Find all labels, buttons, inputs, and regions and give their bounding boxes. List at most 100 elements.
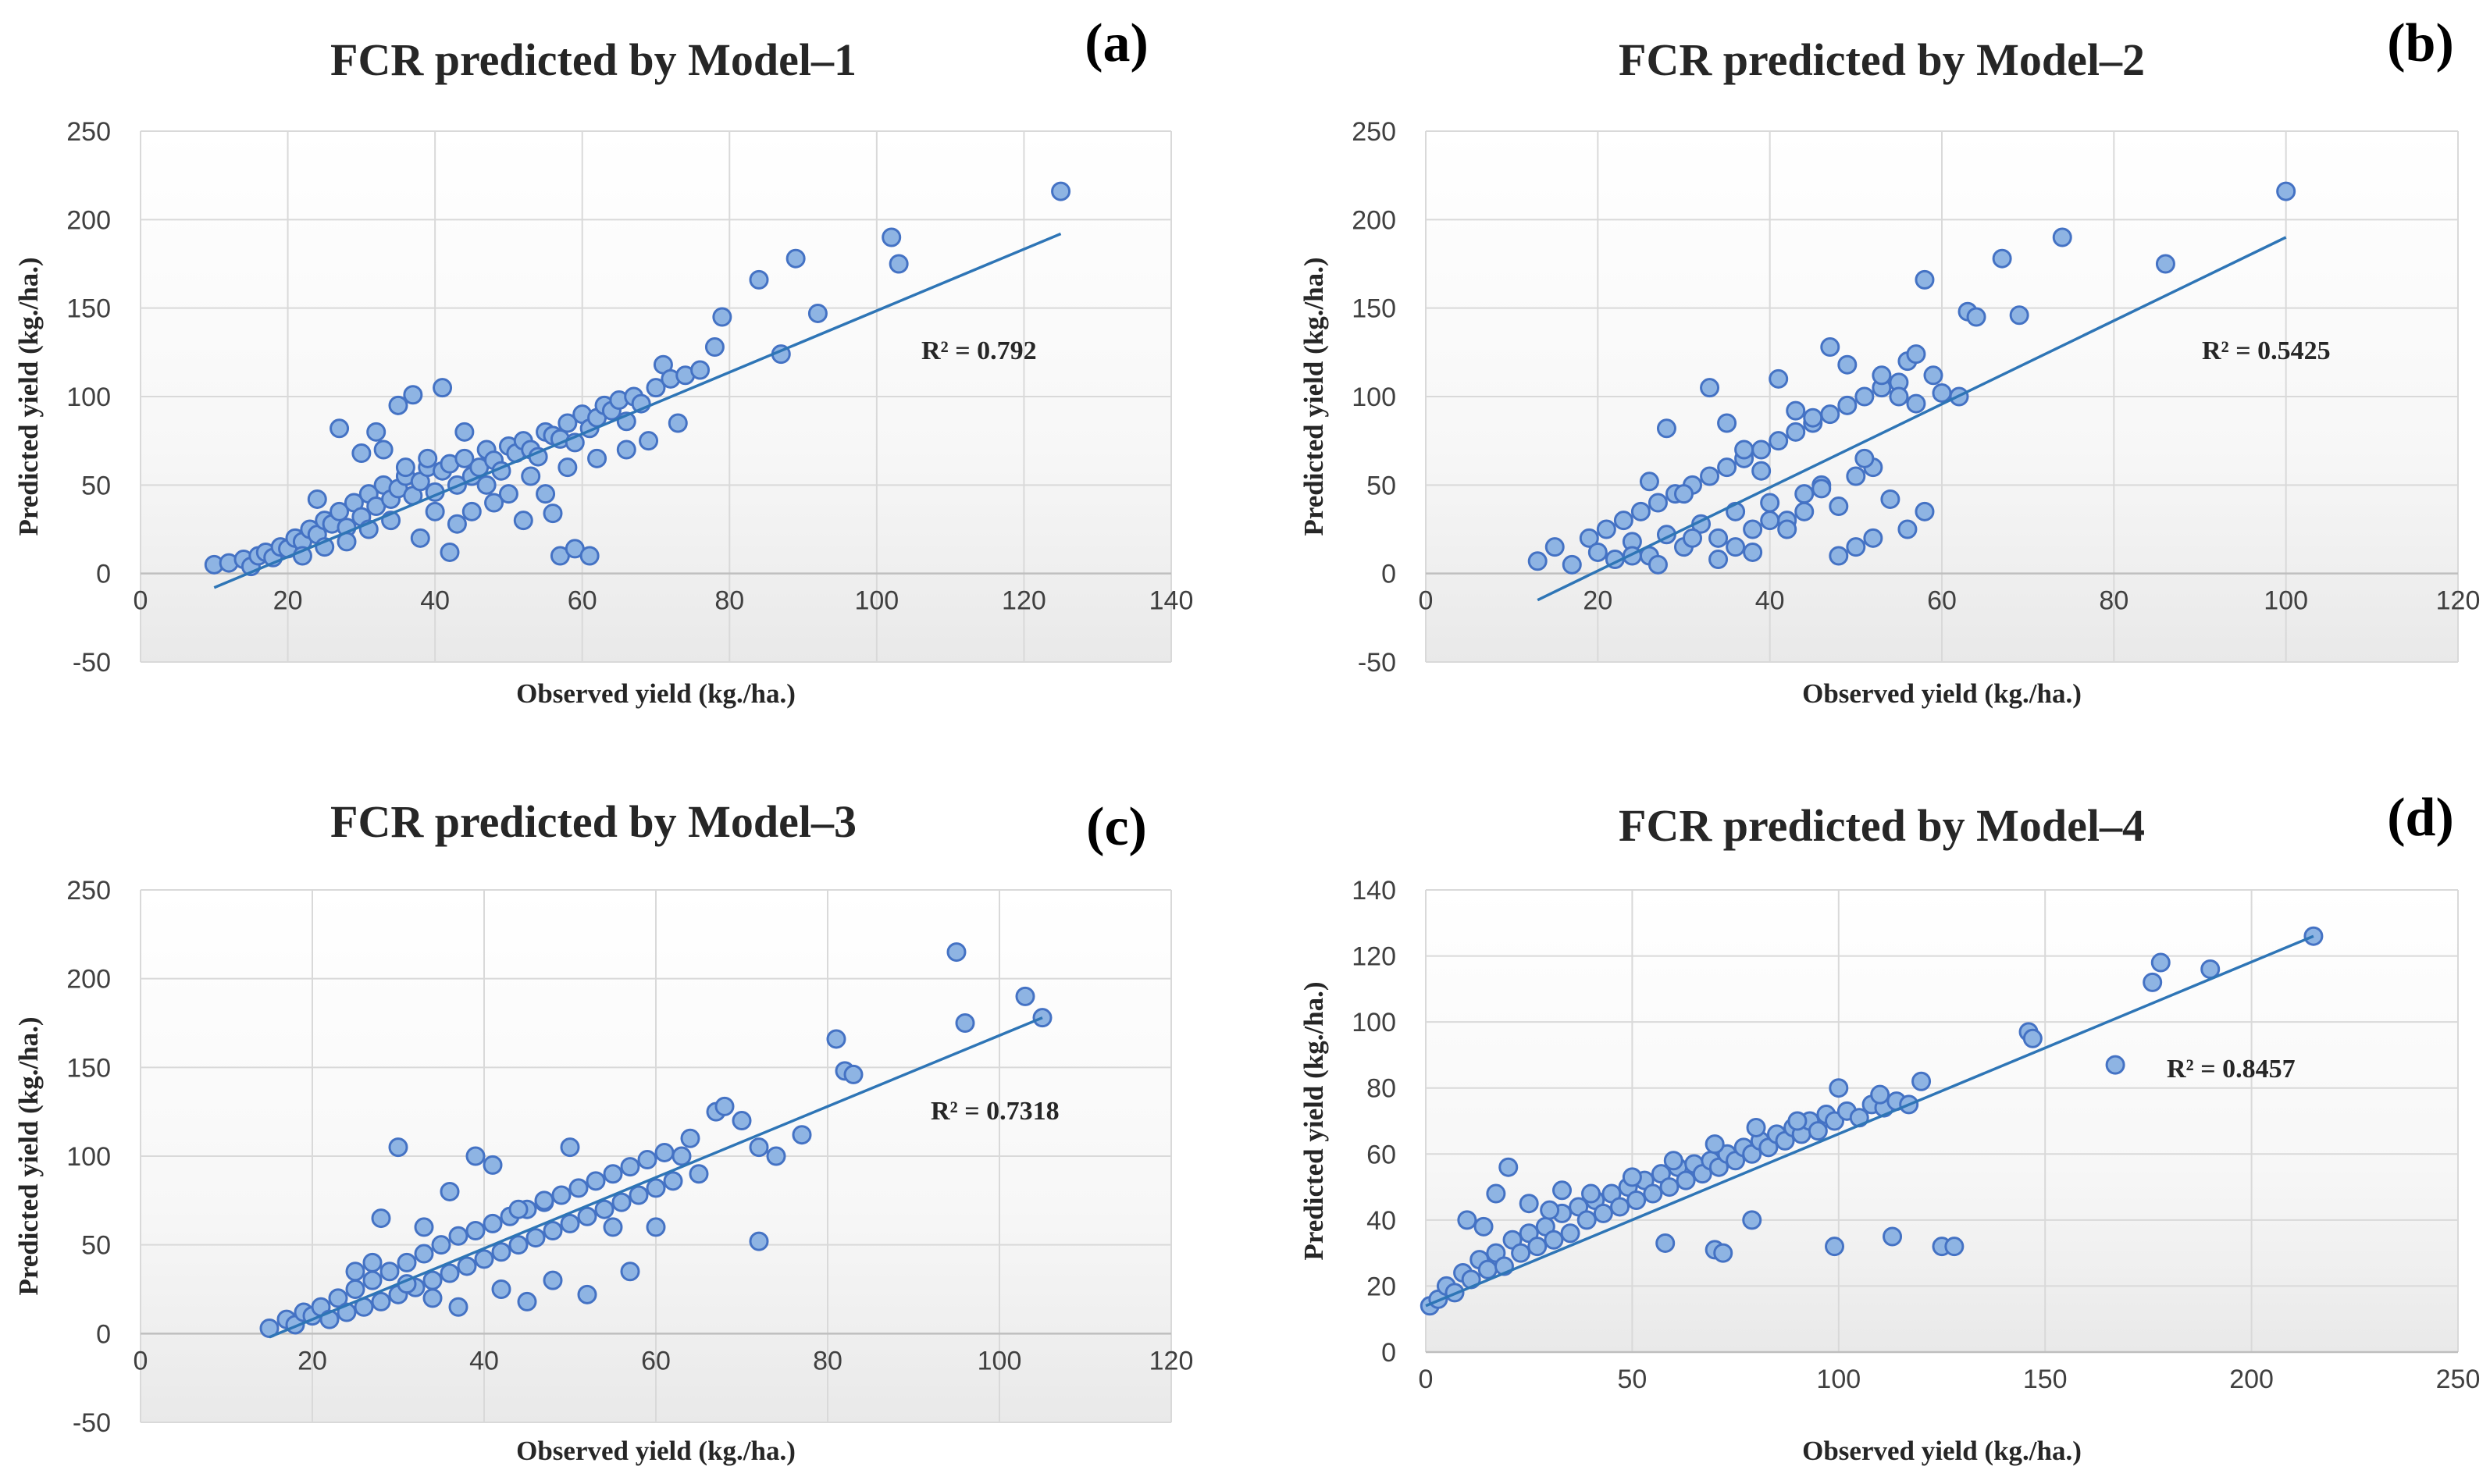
r-squared-label: R² = 0.8457 — [2167, 1055, 2296, 1084]
data-point — [1787, 1111, 1808, 1131]
data-point — [594, 1199, 614, 1219]
data-point — [474, 1249, 494, 1269]
data-point — [1713, 1243, 1733, 1263]
y-tick-label: 0 — [1381, 1338, 1396, 1368]
y-tick-label: 250 — [1352, 117, 1396, 147]
data-point — [1829, 546, 1849, 566]
data-point — [1829, 1078, 1849, 1098]
data-point — [1726, 537, 1746, 557]
data-point — [1511, 1243, 1531, 1263]
data-point — [1944, 1237, 1965, 1257]
x-tick-label: 100 — [1816, 1365, 1861, 1394]
x-tick-label: 40 — [420, 586, 450, 616]
data-point — [431, 1235, 451, 1255]
data-point — [425, 501, 445, 521]
data-point — [792, 1125, 812, 1145]
data-point — [422, 1288, 443, 1308]
y-axis-label: Predicted yield (kg./ha.) — [13, 257, 44, 536]
data-point — [1705, 1134, 1725, 1155]
trendline — [269, 1016, 1043, 1339]
data-point — [616, 440, 636, 460]
x-tick-label: 0 — [1419, 586, 1434, 616]
y-tick-label: 200 — [66, 965, 111, 995]
data-point — [1656, 418, 1676, 439]
data-point — [1760, 493, 1780, 513]
data-point — [1663, 1151, 1683, 1171]
data-point — [476, 475, 497, 495]
data-point — [1915, 501, 1935, 521]
data-point — [1906, 344, 1926, 365]
y-tick-label: 250 — [66, 876, 111, 906]
data-point — [690, 360, 711, 380]
data-point — [1576, 1210, 1597, 1230]
x-tick-label: 40 — [1755, 586, 1785, 616]
data-point — [1769, 368, 1789, 389]
chart-panel-a: 0 20 40 60 80 100 120 140 -50 0 50 100 150 200 250 FCR … — [13, 13, 1193, 709]
data-point — [379, 1262, 400, 1282]
data-point — [620, 1262, 640, 1282]
r-squared-label: R² = 0.5425 — [2202, 336, 2331, 365]
data-point — [1708, 528, 1729, 548]
data-point — [1854, 386, 1875, 407]
y-tick-label: 50 — [1366, 471, 1396, 500]
chart-title: FCR predicted by Model–2 — [1619, 34, 2145, 85]
data-point — [946, 942, 967, 963]
data-point — [1786, 422, 1806, 442]
data-point — [543, 504, 563, 524]
data-point — [1932, 383, 1952, 403]
data-point — [629, 1185, 649, 1205]
data-point — [1760, 511, 1780, 531]
data-point — [557, 413, 578, 433]
y-tick-label: 200 — [66, 205, 111, 235]
x-tick-label: 20 — [273, 586, 303, 616]
data-point — [1477, 1259, 1498, 1279]
data-point — [603, 1164, 623, 1184]
data-point — [1863, 528, 1883, 548]
data-point — [1923, 365, 1943, 386]
data-point — [1648, 554, 1668, 575]
y-axis-label: Predicted yield (kg./ha.) — [1298, 981, 1329, 1260]
data-point — [1883, 1226, 1903, 1247]
r-squared-label: R² = 0.792 — [921, 336, 1037, 365]
data-point — [418, 448, 438, 468]
data-point — [1473, 1216, 1494, 1237]
data-point — [577, 1284, 597, 1304]
data-point — [1457, 1210, 1477, 1230]
x-axis-label: Observed yield (kg./ha.) — [1802, 678, 2082, 709]
data-point — [534, 1190, 554, 1211]
data-point — [517, 1291, 537, 1311]
y-tick-label: 0 — [96, 560, 111, 589]
data-point — [1966, 307, 1986, 327]
data-point — [1808, 1121, 1828, 1141]
data-point — [345, 1262, 365, 1282]
x-tick-label: 200 — [2229, 1365, 2274, 1394]
data-point — [671, 1146, 692, 1166]
chart-panel-d: 0 50 100 150 200 250 0 20 40 60 80 100 120 140 FCR pre… — [1298, 788, 2480, 1466]
data-point — [749, 1231, 769, 1251]
trendline — [1425, 934, 2314, 1308]
data-point — [422, 1270, 443, 1290]
data-point — [611, 1192, 632, 1212]
data-point — [498, 484, 518, 504]
data-point — [536, 484, 556, 504]
data-point — [1630, 501, 1651, 521]
y-tick-label: 20 — [1366, 1272, 1396, 1301]
data-point — [457, 1256, 477, 1276]
data-point — [1560, 1223, 1580, 1244]
data-point — [1880, 489, 1900, 509]
data-point — [568, 1178, 589, 1198]
data-point — [440, 1181, 460, 1201]
data-point — [1708, 550, 1729, 570]
data-point — [1051, 181, 1071, 201]
x-tick-label: 80 — [813, 1346, 842, 1375]
data-point — [484, 493, 504, 513]
data-point — [461, 501, 482, 521]
panel-label: (a) — [1085, 13, 1149, 73]
x-tick-label: 140 — [1149, 586, 1194, 616]
y-tick-label: 100 — [1352, 1008, 1396, 1037]
y-tick-label: 60 — [1366, 1140, 1396, 1169]
data-point — [2150, 952, 2171, 973]
plot-area — [1426, 890, 2458, 1352]
data-point — [1854, 448, 1875, 468]
data-point — [414, 1217, 434, 1237]
